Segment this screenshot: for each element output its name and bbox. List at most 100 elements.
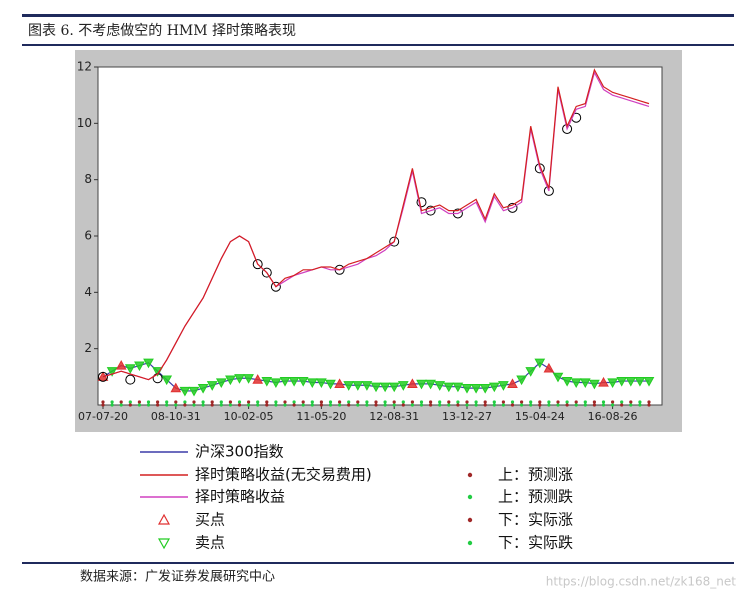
trade-point: [124, 364, 136, 374]
state-dot: [101, 400, 105, 404]
y-tick-label: 8: [84, 172, 92, 186]
state-dot: [156, 400, 160, 404]
state-dot: [110, 403, 114, 407]
state-dot: [647, 403, 651, 407]
x-tick-label: 07-07-20: [78, 410, 128, 423]
state-dot: [429, 400, 433, 404]
state-dot: [483, 400, 487, 404]
trade-point: [316, 378, 327, 388]
trade-point: [115, 360, 127, 370]
legend-swatch: [157, 513, 171, 525]
state-dot: [620, 403, 624, 407]
state-dot: [492, 403, 496, 407]
state-dot: [419, 403, 424, 407]
footer-rule: [22, 562, 734, 564]
legend-swatch: [467, 517, 473, 523]
state-dot: [301, 403, 305, 407]
state-dot: [611, 400, 615, 404]
trade-point: [616, 376, 628, 387]
legend-label: 沪深300指数: [195, 443, 284, 461]
state-dot: [383, 403, 387, 407]
state-dot: [338, 403, 342, 407]
trade-point: [179, 386, 191, 397]
state-dot: [328, 400, 333, 404]
state-dot: [274, 403, 278, 407]
state-dot: [237, 400, 242, 404]
signal-circle: [389, 236, 400, 247]
x-tick-label: 13-12-27: [442, 410, 492, 423]
state-dot: [338, 400, 342, 404]
y-tick-label: 4: [84, 285, 92, 299]
trade-point: [598, 376, 609, 387]
signal-circle: [125, 374, 136, 385]
trade-point: [379, 382, 391, 393]
trade-point: [252, 374, 264, 384]
state-dot: [583, 400, 587, 404]
state-dot: [529, 403, 533, 407]
state-dot: [301, 400, 305, 404]
state-dot: [501, 400, 505, 404]
state-dot: [538, 403, 542, 407]
state-dot: [219, 403, 223, 407]
legend-label: 上：预测跌: [498, 488, 573, 506]
state-dot: [328, 403, 333, 407]
trade-point: [352, 381, 364, 391]
state-dot: [228, 403, 232, 407]
trade-point: [234, 374, 245, 384]
trade-point: [434, 381, 446, 391]
trade-point: [279, 376, 291, 387]
state-dot: [265, 403, 269, 407]
state-dot: [638, 403, 642, 407]
state-dot: [565, 403, 569, 407]
header-rule: [22, 44, 734, 46]
trade-point: [425, 379, 436, 390]
trade-point: [261, 376, 273, 387]
trade-point: [143, 358, 154, 369]
x-tick-label: 11-05-20: [296, 410, 346, 423]
trade-point: [625, 376, 637, 387]
trade-point: [397, 381, 409, 391]
legend-swatch: [467, 540, 473, 546]
trade-point: [634, 376, 646, 387]
state-dot: [438, 400, 442, 404]
state-dot: [146, 400, 151, 404]
plot-area: [97, 66, 663, 406]
trade-point: [170, 382, 182, 393]
trade-point: [325, 379, 336, 390]
trade-point: [225, 375, 236, 386]
state-dot: [629, 400, 633, 404]
signal-circle: [270, 281, 281, 292]
signal-circle: [252, 259, 263, 270]
trade-point: [188, 386, 200, 397]
header-title: 图表 6. 不考虑做空的 HMM 择时策略表现: [28, 22, 296, 39]
state-dot: [310, 400, 314, 404]
state-dot: [583, 403, 587, 407]
state-dot: [156, 403, 160, 407]
state-dot: [192, 400, 196, 404]
state-dot: [520, 400, 524, 404]
legend-label: 上：预测涨: [498, 466, 573, 484]
trade-point: [206, 381, 218, 391]
trade-point: [215, 378, 227, 388]
y-tick-label: 6: [84, 229, 92, 243]
state-dot: [183, 403, 187, 407]
footer-source: 数据来源：广发证券发展研究中心: [80, 569, 275, 585]
state-dot: [192, 403, 196, 407]
state-dot: [292, 400, 296, 404]
series-line: [102, 68, 650, 381]
state-dot: [383, 400, 387, 404]
state-dot: [638, 400, 642, 404]
state-dot: [465, 400, 469, 404]
state-dot: [374, 400, 378, 404]
state-dot: [210, 403, 214, 407]
state-dot: [574, 400, 578, 404]
state-dot: [520, 403, 524, 407]
state-dot: [365, 403, 369, 407]
state-dot: [283, 403, 287, 407]
trade-point: [543, 362, 555, 373]
legend-swatch: [467, 494, 473, 500]
trade-point: [525, 367, 537, 377]
watermark: https://blog.csdn.net/zk168_net: [546, 575, 737, 589]
state-dot: [592, 400, 597, 404]
